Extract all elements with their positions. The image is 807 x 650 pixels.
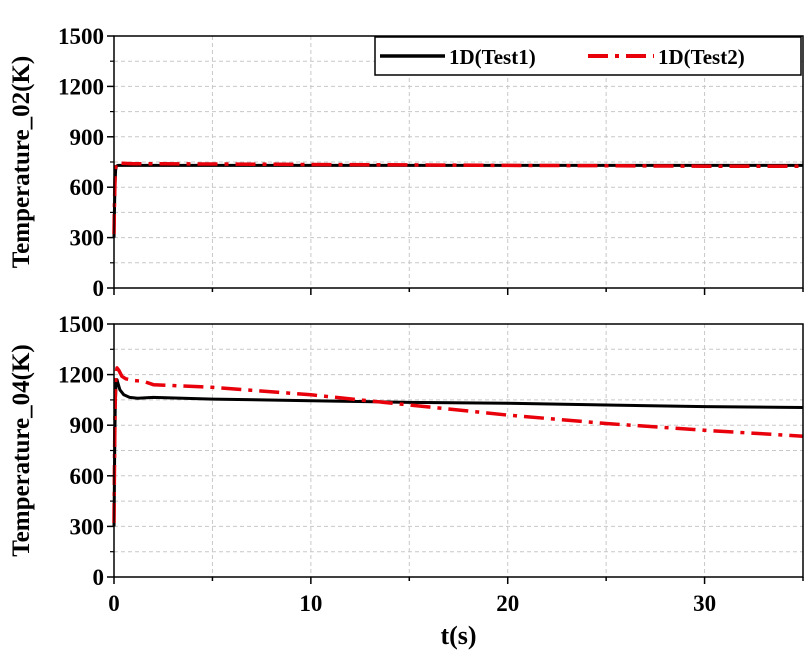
panel-2: 0 300 600 900 1200 1500 0 10 20 30 Temperature_04(…: [8, 312, 804, 650]
y-tick-label: 0: [93, 276, 105, 301]
y-tick-label: 600: [70, 464, 105, 489]
y-axis-label: Temperature_04(K): [8, 344, 35, 556]
legend: 1D(Test1) 1D(Test2): [374, 36, 802, 76]
panel-1: 0 300 600 900 1200 1500 Temperature_02(K) 1D(Te…: [8, 24, 804, 301]
y-tick-label: 1500: [58, 312, 104, 337]
series-line-1d-test2: [112, 161, 803, 235]
series-line-1d-test1: [112, 163, 803, 238]
x-tick-label: 20: [496, 591, 519, 616]
y-tick-label: 1500: [58, 24, 104, 49]
x-axis-label: t(s): [440, 621, 476, 650]
y-tick-label: 1200: [58, 74, 104, 99]
y-tick-label: 900: [70, 125, 105, 150]
x-tick-label: 0: [108, 591, 120, 616]
x-tick-label: 10: [299, 591, 322, 616]
legend-label: 1D(Test1): [449, 45, 536, 69]
x-tick-label: 30: [693, 591, 716, 616]
y-tick-label: 300: [70, 514, 105, 539]
y-tick-label: 600: [70, 175, 105, 200]
legend-label: 1D(Test2): [658, 45, 745, 69]
y-tick-label: 900: [70, 413, 105, 438]
y-tick-label: 1200: [58, 363, 104, 388]
series-line-1d-test1: [112, 378, 804, 527]
y-tick-label: 300: [70, 226, 105, 251]
series-line-1d-test2: [112, 366, 804, 524]
y-tick-label: 0: [93, 565, 105, 590]
y-axis-label: Temperature_02(K): [8, 56, 35, 268]
